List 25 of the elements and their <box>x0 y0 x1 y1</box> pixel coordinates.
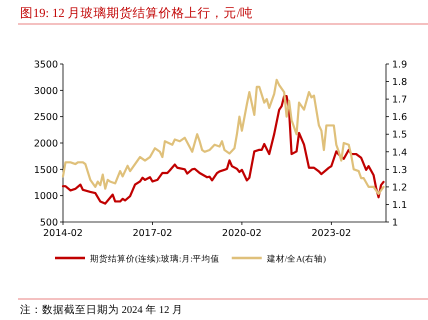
y-tick-label: 1000 <box>34 191 58 202</box>
x-tick-label: 2014-02 <box>43 228 83 239</box>
y2-tick-label: 1.4 <box>392 147 408 158</box>
y2-tick-label: 1.6 <box>392 112 408 124</box>
annotation: 注：数据截至日期为 2024 年 12 月 <box>20 305 183 316</box>
y2-tick-label: 1.9 <box>392 60 408 70</box>
y-tick-label: 2000 <box>34 138 58 150</box>
legend-label: 建材/全A(右轴) <box>266 254 326 264</box>
y2-tick-label: 1.2 <box>392 182 408 194</box>
y2-tick-label: 1.3 <box>392 164 408 176</box>
y-tick-label: 2500 <box>34 112 58 124</box>
y-tick-label: 3500 <box>34 60 58 70</box>
y2-tick-label: 1.5 <box>392 130 408 141</box>
x-tick-label: 2023-02 <box>311 228 352 239</box>
x-tick-label: 2020-02 <box>222 228 262 239</box>
y-tick-label: 1500 <box>34 164 58 176</box>
y2-tick-label: 1.7 <box>392 94 408 106</box>
x-tick-label: 2017-02 <box>132 228 172 239</box>
y-tick-label: 500 <box>40 218 58 228</box>
y2-tick-label: 1.1 <box>392 200 408 211</box>
legend-label: 期货结算价(连续):玻璃:月:平均值 <box>90 254 220 264</box>
y2-tick-label: 1.8 <box>392 77 408 88</box>
y-tick-label: 3000 <box>34 86 58 97</box>
title: 图19: 12 月玻璃期货结算价格上行，元/吨 <box>20 6 254 20</box>
y2-tick-label: 1 <box>392 218 398 228</box>
